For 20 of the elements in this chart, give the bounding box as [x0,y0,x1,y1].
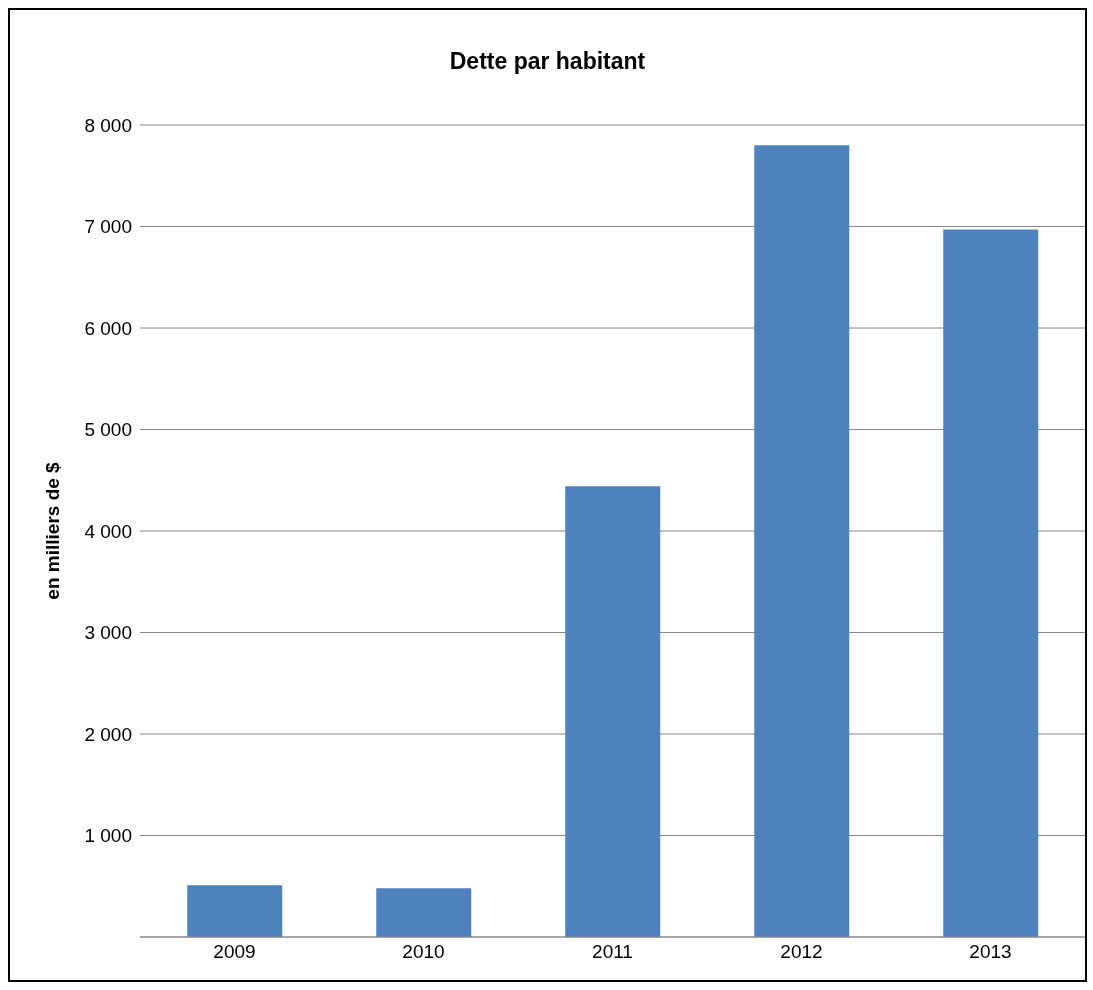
y-axis-title: en milliers de $ [41,461,63,600]
bar [565,486,661,937]
x-tick-label: 2013 [969,941,1012,963]
bar [754,145,850,937]
x-tick-label: 2012 [780,941,823,963]
y-tick-label: 3 000 [84,622,132,644]
y-tick-label: 5 000 [84,419,132,441]
chart-title: Dette par habitant [448,48,647,75]
y-tick-label: 7 000 [84,216,132,238]
bar [943,229,1039,937]
y-tick-label: 6 000 [84,317,132,339]
y-tick-label: 1 000 [84,825,132,847]
bar [376,888,472,937]
y-tick-label: 2 000 [84,723,132,745]
x-tick-label: 2009 [213,941,256,963]
y-tick-label: 8 000 [84,114,132,136]
bar [187,885,283,937]
x-tick-label: 2011 [592,941,633,963]
y-tick-label: 4 000 [84,520,132,542]
x-tick-label: 2010 [402,941,445,963]
